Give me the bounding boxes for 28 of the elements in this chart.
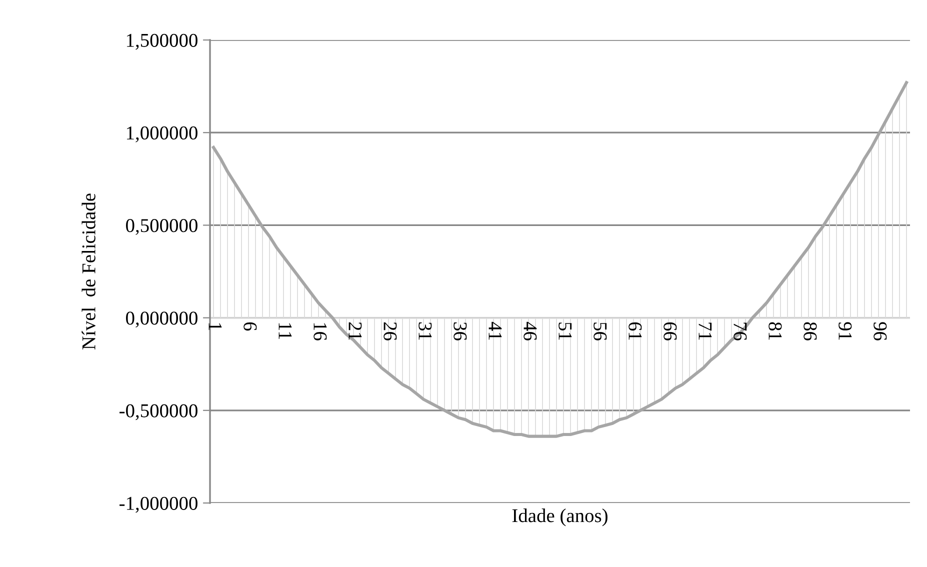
x-tick-label: 16 — [314, 323, 327, 340]
y-axis-title: Nível de Felicidade — [82, 194, 96, 350]
y-tick-label: 1,000000 — [126, 126, 198, 142]
y-tick-label: 0,500000 — [126, 219, 198, 235]
x-tick-label: 6 — [244, 322, 257, 331]
x-tick-label: 81 — [768, 322, 782, 340]
x-tick-label: 31 — [418, 322, 432, 340]
y-tick-label: 1,500000 — [126, 34, 198, 50]
x-tick-label: 96 — [874, 322, 887, 340]
x-tick-label: 51 — [558, 322, 572, 340]
y-tick-label: 0,000000 — [126, 312, 198, 328]
x-tick-label: 11 — [278, 323, 292, 340]
x-tick-label: 41 — [488, 322, 502, 340]
x-tick-label: 21 — [348, 322, 362, 340]
y-tick-label: -0,500000 — [120, 404, 198, 420]
x-tick-label: 56 — [594, 322, 607, 340]
x-tick-label: 26 — [384, 322, 397, 340]
x-axis-title: Idade (anos) — [512, 508, 608, 526]
x-tick-label: 91 — [838, 322, 852, 340]
x-tick-label: 1 — [208, 323, 222, 330]
x-tick-label: 66 — [664, 322, 677, 340]
x-tick-label: 76 — [734, 322, 747, 340]
x-tick-label: 61 — [628, 322, 642, 340]
x-tick-label: 46 — [524, 322, 537, 340]
x-tick-label: 36 — [454, 322, 467, 340]
x-tick-label: 86 — [804, 322, 817, 340]
x-tick-label: 71 — [698, 322, 712, 340]
y-tick-label: -1,000000 — [120, 496, 198, 513]
